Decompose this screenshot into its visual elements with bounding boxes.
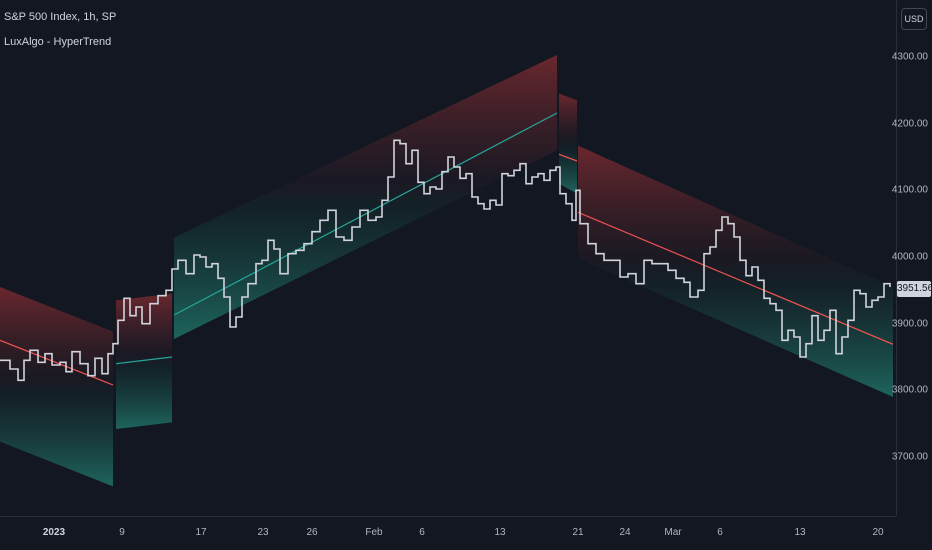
trend-midline-4 (577, 211, 894, 345)
price-tick: 4000.00 (891, 251, 928, 263)
time-tick: 13 (494, 527, 506, 538)
price-tick: 3800.00 (891, 384, 928, 396)
time-scale[interactable]: 2023 9 17 23 26 Feb 6 13 21 24 Mar 6 13 20 (0, 516, 896, 550)
trend-midline-3 (558, 153, 578, 162)
time-tick: 6 (717, 527, 723, 538)
time-tick: 2023 (42, 527, 66, 538)
time-tick: 23 (257, 527, 269, 538)
price-series (0, 139, 891, 382)
time-tick: 24 (619, 527, 631, 538)
trend-midline-1 (115, 356, 173, 365)
trend-band-3 (559, 93, 577, 194)
chart-area[interactable]: S&P 500 Index, 1h, SP LuxAlgo - HyperTre… (0, 0, 896, 516)
price-tick: 3900.00 (891, 318, 928, 330)
price-scale[interactable]: 4300.00 4200.00 4100.00 4000.00 3900.00 3800.… (892, 0, 932, 516)
last-price-label: 3951.56 (897, 281, 932, 297)
price-tick: 4100.00 (891, 184, 928, 196)
trend-midline-0 (0, 339, 114, 386)
time-tick: 9 (119, 527, 125, 538)
trend-midline-2 (173, 112, 558, 316)
indicator-title[interactable]: LuxAlgo - HyperTrend (4, 36, 112, 48)
symbol-title[interactable]: S&P 500 Index, 1h, SP (4, 11, 117, 23)
price-bars (0, 139, 891, 382)
time-tick: 13 (794, 527, 806, 538)
time-tick: 6 (419, 527, 425, 538)
time-tick: Mar (664, 527, 682, 538)
price-tick: 4200.00 (891, 118, 928, 130)
trend-band-2 (174, 55, 557, 339)
time-tick: 17 (195, 527, 207, 538)
time-tick: 26 (306, 527, 318, 538)
price-chart (0, 55, 894, 487)
trend-band-4 (578, 145, 893, 397)
price-tick: 4300.00 (891, 51, 928, 63)
time-tick: Feb (365, 527, 383, 538)
price-tick: 3700.00 (891, 451, 928, 463)
time-tick: 21 (572, 527, 584, 538)
hypertrend-bands (0, 55, 893, 487)
currency-button[interactable]: USD (901, 8, 927, 30)
time-tick: 20 (872, 527, 884, 538)
trend-band-1 (116, 293, 172, 429)
hypertrend-midlines (0, 112, 894, 386)
trend-band-0 (0, 287, 113, 487)
